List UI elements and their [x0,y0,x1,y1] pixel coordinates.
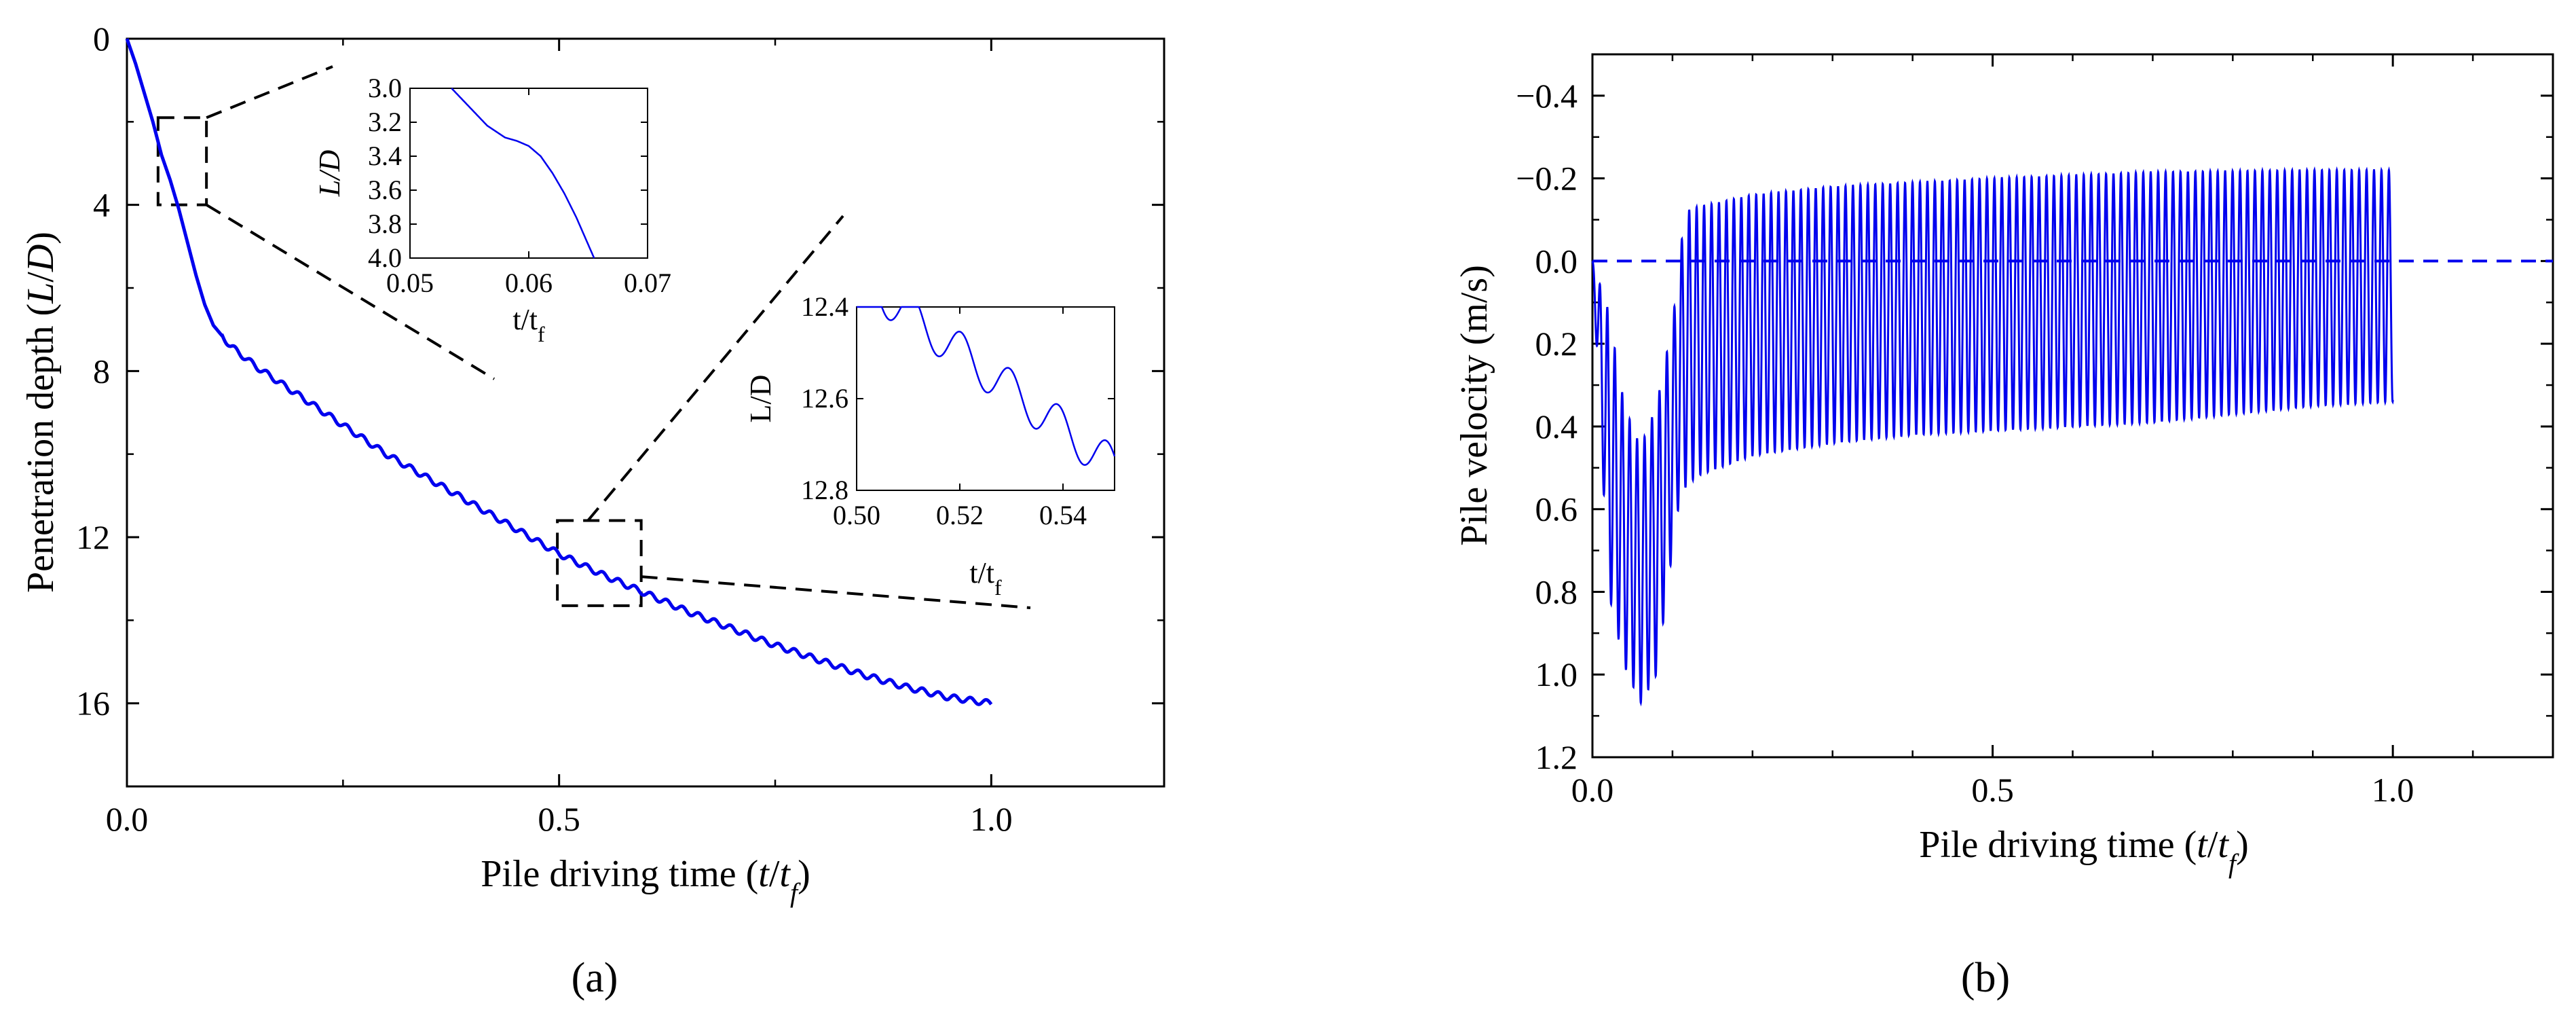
panel-a-plot-frame [126,37,1165,788]
panel-b-y-tick-label: −0.4 [1516,77,1578,115]
panel-a-label: (a) [572,955,618,1001]
inset-2-xlabel-sub: f [994,575,1002,600]
panel-b-y-tick-label: 1.0 [1535,655,1578,693]
panel-a-x-tick-label: 1.0 [970,800,1013,838]
panel-b-x-axis-label: Pile driving time (t/tf) [1919,824,2249,879]
inset-1-y-tick-label: 3.8 [368,208,402,239]
panel-a-y-tick-label: 16 [76,685,110,723]
inset-1-y-tick-label: 3.2 [368,107,402,137]
panel-a-ylabel-var: L [20,283,62,304]
inset-1-x-tick-label: 0.07 [624,268,671,298]
panel-a-ylabel-var2: D [20,244,62,272]
inset-1-x-tick-label: 0.06 [505,268,553,298]
panel-b: 0.0 0.5 1.0 −0.4−0.20.00.20.40.60.81.01.2 … [1453,53,2554,1001]
panel-b-xlabel-var: t [2197,824,2208,866]
panel-b-label: (b) [1961,955,2010,1001]
inset-1-y-tick-label: 4.0 [368,242,402,273]
panel-b-x-tick-label: 1.0 [2372,771,2414,809]
zoom-box-2 [556,519,643,607]
panel-b-y-tick-label: 0.6 [1535,490,1578,528]
panel-a-ylabel-post: ) [20,232,62,244]
panel-b-x-tick-label: 0.0 [1571,771,1614,809]
inset-1-ticks: 0.05 0.06 0.07 3.0 3.2 3.4 3.63.84.0 [368,73,671,298]
inset-1-frame [409,88,648,259]
panel-b-y-tick-label: 0.4 [1535,407,1578,446]
panel-a-y-ticks: 0 4 8 12 16 [76,20,1164,723]
inset-2-frame [856,306,1115,491]
panel-b-xlabel-var2: t [2218,824,2229,866]
panel-a-inset-2: 0.50 0.52 0.54 12.4 12.6 12.8 t/tf L/D [744,291,1116,600]
panel-a-xlabel-pre: Pile driving time ( [481,853,758,895]
inset-1-x-tick-label: 0.05 [386,268,434,298]
inset-1-y-tick-label: 3.6 [368,175,402,205]
panel-a-penetration-curve [125,38,993,706]
panel-b-y-axis-label: Pile velocity (m/s) [1453,265,1495,546]
inset-1-xlabel-sub: f [538,322,545,346]
panel-b-y-tick-label: 0.2 [1535,325,1578,363]
zoom-connector-1a [206,65,333,120]
inset-1-y-tick-label: 3.4 [368,141,402,171]
panel-a-y-tick-label: 12 [76,518,110,556]
zoom-connector-1b [206,203,496,380]
zoom-box-1 [156,116,208,206]
panel-a-y-tick-label: 8 [93,352,110,390]
panel-a-y-tick-label: 4 [93,186,110,224]
inset-2-y-tick-label: 12.4 [801,291,848,322]
panel-a-inset-1: 0.05 0.06 0.07 3.0 3.2 3.4 3.63.84.0 t/tf L/D [313,73,671,346]
inset-2-x-tick-label: 0.50 [833,500,880,530]
panel-b-x-tick-label: 0.5 [1971,771,2014,809]
zoom-connector-2a [586,215,844,522]
panel-b-x-ticks: 0.0 0.5 1.0 [1571,54,2474,809]
panel-a-ylabel-pre: Penetration depth ( [20,304,62,593]
panel-b-y-tick-label: −0.2 [1516,160,1578,198]
panel-b-y-ticks: −0.4 −0.2 0.0 0.2 0.4 0.6 0.8 1.0 1.2 [1516,53,2553,776]
panel-a-ylabel-slash: / [20,272,62,283]
inset-1-xlabel-main: t/t [512,303,538,336]
panel-a-x-axis-label: Pile driving time (t/tf) [481,853,810,908]
panel-a-zoom-indicators [156,65,1031,609]
panel-a-y-tick-label: 0 [93,20,110,58]
panel-a-xlabel-post: ) [798,853,810,895]
panel-a-xlabel-var: t [758,853,770,895]
inset-2-y-tick-label: 12.6 [801,383,848,414]
inset-2-x-tick-label: 0.52 [936,500,984,530]
panel-b-y-tick-label: 0.8 [1535,572,1578,611]
inset-2-x-label: t/tf [969,556,1002,600]
inset-1-curve [451,88,595,259]
inset-1-x-label: t/tf [512,303,545,346]
inset-1-y-label: L/D [313,150,346,198]
inset-2-curve [857,306,1116,466]
panel-a-xlabel-slash: / [769,853,780,895]
panel-b-y-tick-label: 1.2 [1535,738,1578,776]
inset-1-y-tick-label: 3.0 [368,73,402,103]
inset-2-ticks: 0.50 0.52 0.54 12.4 12.6 12.8 [801,291,1115,530]
panel-b-xlabel-pre: Pile driving time ( [1919,824,2197,866]
inset-2-xlabel-main: t/t [969,556,994,589]
panel-b-xlabel-slash: / [2207,824,2218,866]
panel-b-y-tick-label: 0.0 [1535,242,1578,280]
inset-2-x-tick-label: 0.54 [1039,500,1087,530]
panel-b-xlabel-post: ) [2236,824,2249,866]
panel-b-velocity-curve [1591,166,2394,707]
zoom-connector-2b [641,575,1031,609]
panel-a-y-axis-label: Penetration depth (L/D) [20,232,62,593]
inset-2-y-label: L/D [744,375,777,423]
panel-a-xlabel-var2: t [779,853,791,895]
panel-a-x-tick-label: 0.0 [106,800,149,838]
panel-a-x-tick-label: 0.5 [538,800,580,838]
panel-a-x-ticks: 0.0 0.5 1.0 [106,39,1013,838]
inset-2-y-tick-label: 12.8 [801,475,848,505]
